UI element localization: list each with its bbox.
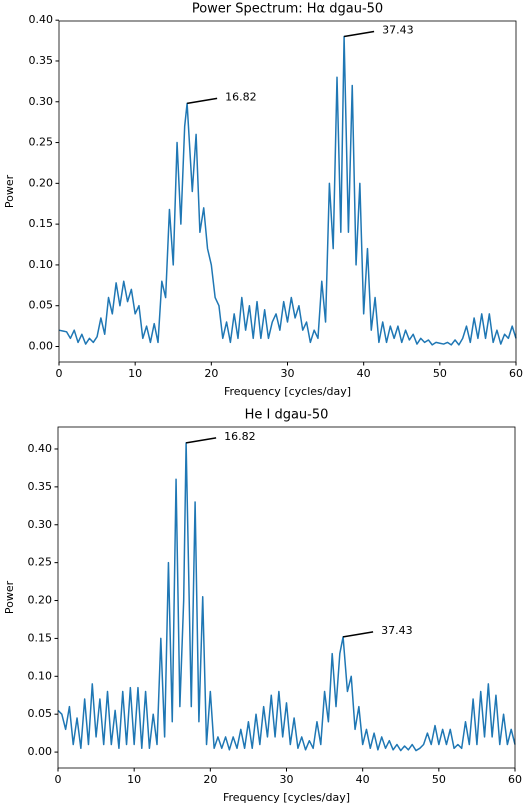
y-tick-label: 0.35 — [29, 54, 54, 67]
annotation-arrow — [185, 437, 217, 444]
y-tick-label: 0.25 — [29, 136, 54, 149]
y-tick-label: 0.10 — [29, 258, 54, 271]
chart-title: He I dgau-50 — [245, 408, 329, 423]
y-tick-label: 0.05 — [28, 707, 53, 720]
chart-title: Power Spectrum: Hα dgau-50 — [192, 2, 383, 17]
y-tick-label: 0.20 — [29, 176, 54, 189]
y-tick-label: 0.35 — [28, 480, 53, 493]
x-tick-label: 10 — [127, 773, 141, 786]
y-tick-label: 0.40 — [29, 13, 54, 26]
annotation-label: 37.43 — [381, 624, 413, 637]
x-tick-label: 40 — [356, 773, 370, 786]
spectrum-line — [57, 442, 516, 752]
y-tick-label: 0.15 — [28, 631, 53, 644]
spectrum-line — [58, 35, 517, 346]
x-tick-label: 10 — [128, 367, 142, 380]
y-tick-label: 0.00 — [29, 340, 54, 353]
annotation-arrow — [186, 97, 218, 105]
y-tick-label: 0.00 — [28, 745, 53, 758]
x-tick-label: 50 — [433, 367, 447, 380]
annotation-label: 16.82 — [225, 90, 257, 103]
x-tick-label: 60 — [509, 367, 523, 380]
x-tick-label: 50 — [432, 773, 446, 786]
y-tick-label: 0.20 — [28, 594, 53, 607]
axes-frame — [57, 426, 516, 769]
annotation-label: 37.43 — [382, 24, 414, 37]
axes-frame — [58, 20, 517, 363]
y-axis-label: Power — [3, 174, 16, 208]
x-tick-label: 30 — [281, 367, 295, 380]
y-tick-label: 0.25 — [28, 556, 53, 569]
y-tick-label: 0.15 — [29, 217, 54, 230]
annotation-arrow — [343, 30, 375, 38]
y-tick-label: 0.40 — [28, 442, 53, 455]
x-tick-label: 20 — [204, 367, 218, 380]
annotation-label: 16.82 — [224, 430, 256, 443]
y-tick-label: 0.05 — [29, 299, 54, 312]
x-tick-label: 40 — [357, 367, 371, 380]
y-axis-label: Power — [3, 580, 16, 614]
annotation-arrow — [342, 631, 374, 638]
y-tick-label: 0.30 — [29, 95, 54, 108]
y-tick-label: 0.10 — [28, 669, 53, 682]
x-tick-label: 0 — [56, 367, 63, 380]
x-tick-label: 20 — [203, 773, 217, 786]
x-axis-label: Frequency [cycles/day] — [223, 791, 350, 804]
x-tick-label: 60 — [508, 773, 522, 786]
y-tick-label: 0.30 — [28, 518, 53, 531]
x-axis-label: Frequency [cycles/day] — [224, 385, 351, 398]
x-tick-label: 30 — [280, 773, 294, 786]
x-tick-label: 0 — [55, 773, 62, 786]
